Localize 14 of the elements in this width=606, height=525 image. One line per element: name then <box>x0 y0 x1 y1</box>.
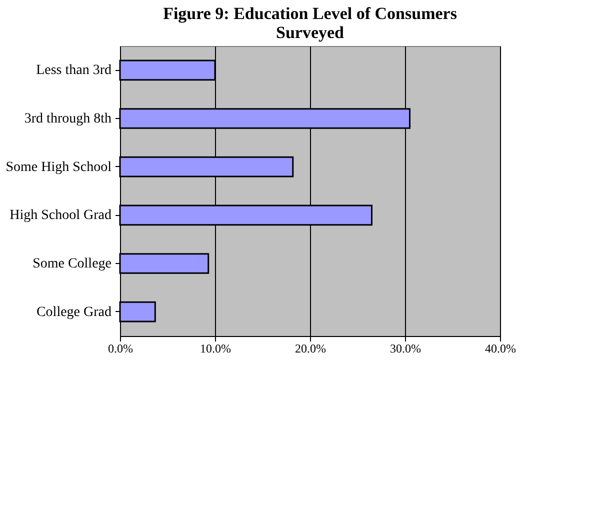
bar <box>119 253 210 274</box>
x-tick-label: 30.0% <box>390 342 421 356</box>
x-tick-label: 40.0% <box>485 342 516 356</box>
chart-title: Figure 9: Education Level of Consumers Surveyed <box>163 4 458 42</box>
x-tick-label: 20.0% <box>295 342 326 356</box>
x-tick-label: 10.0% <box>200 342 231 356</box>
y-tick-label: Some College <box>32 256 112 272</box>
y-tick-label: 3rd through 8th <box>24 112 112 126</box>
y-tick-label: Less than 3rd <box>36 63 112 78</box>
bar <box>119 301 156 322</box>
y-tick-label: High School Grad <box>10 208 112 224</box>
y-tick-label: College Grad <box>36 304 112 320</box>
y-tick-label: Some High School <box>6 160 112 175</box>
x-tick-label: 0.0% <box>108 342 133 356</box>
